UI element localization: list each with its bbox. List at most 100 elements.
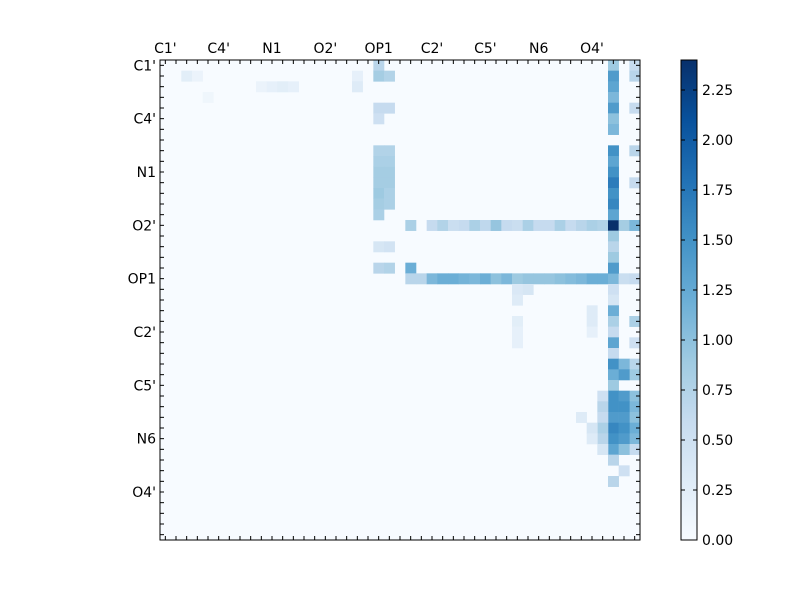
heatmap-cell	[629, 102, 641, 114]
heatmap-cell	[608, 124, 619, 135]
heatmap-cell	[458, 273, 470, 285]
heatmap-cell	[608, 444, 619, 455]
heatmap-cell	[490, 220, 502, 231]
heatmap-cell	[512, 316, 523, 327]
heatmap-cell	[586, 422, 598, 434]
heatmap-cell	[608, 177, 619, 189]
heatmap-cell	[608, 156, 619, 167]
heatmap-cell	[469, 273, 481, 285]
heatmap-cell	[608, 422, 619, 434]
heatmap-cell	[373, 60, 385, 71]
heatmap-cell	[384, 241, 395, 253]
heatmap-cell	[565, 273, 577, 285]
colorbar-tick-label: 1.75	[702, 183, 733, 199]
heatmap-cell	[554, 220, 566, 231]
heatmap-cell	[512, 273, 523, 285]
heatmap-cell	[373, 209, 385, 221]
colorbar-tick-label: 1.25	[702, 283, 733, 299]
heatmap-cell	[181, 70, 193, 82]
heatmap-cell	[608, 476, 619, 487]
heatmap-cell	[629, 390, 641, 402]
heatmap-cell	[373, 188, 385, 199]
heatmap-cell	[501, 273, 513, 285]
heatmap-cell	[608, 337, 619, 349]
y-tick-label: OP1	[128, 272, 156, 288]
heatmap-cell	[629, 422, 641, 434]
x-tick-label: N6	[529, 41, 548, 57]
heatmap-cell	[629, 401, 641, 413]
heatmap-cell	[565, 220, 577, 231]
heatmap-cell	[373, 166, 385, 178]
heatmap-cell	[501, 220, 513, 231]
y-tick-label: C4'	[133, 112, 156, 128]
x-tick-label: OP1	[364, 41, 392, 57]
heatmap-cell	[533, 220, 545, 231]
heatmap-cell	[608, 92, 619, 103]
heatmap-cell	[384, 145, 395, 157]
heatmap-cell	[629, 369, 641, 381]
heatmap-cell	[608, 166, 619, 178]
heatmap-cell	[288, 81, 299, 93]
heatmap-cell	[426, 273, 438, 285]
colorbar-tick-label: 1.50	[702, 233, 733, 249]
y-tick-label: O2'	[132, 218, 156, 234]
heatmap-cell	[618, 412, 630, 423]
x-tick-label: N1	[262, 41, 281, 57]
heatmap-cell	[512, 337, 523, 349]
colorbar-tick-label: 1.00	[702, 333, 733, 349]
colorbar-tick-label: 0.75	[702, 383, 733, 399]
colorbar-tick-label: 0.00	[702, 533, 733, 549]
heatmap-cell	[629, 412, 641, 423]
heatmap-cell	[373, 177, 385, 189]
heatmap-cell	[629, 316, 641, 327]
heatmap-cell	[373, 262, 385, 274]
heatmap-cell	[405, 262, 417, 274]
heatmap-cell	[618, 390, 630, 402]
heatmap-cell	[480, 273, 491, 285]
heatmap-cell	[629, 60, 641, 71]
heatmap-cell	[618, 444, 630, 455]
heatmap-cell	[608, 60, 619, 71]
heatmap-cell	[618, 273, 630, 285]
heatmap-cell	[458, 220, 470, 231]
heatmap-cell	[608, 412, 619, 423]
heatmap-cell	[522, 284, 534, 295]
heatmap-cell	[618, 465, 630, 477]
heatmap-cell	[576, 220, 587, 231]
axis-ticks	[160, 60, 640, 540]
heatmap-cell	[277, 81, 289, 93]
heatmap-cell	[608, 454, 619, 466]
colorbar-frame	[680, 59, 698, 541]
heatmap-cell	[373, 241, 385, 253]
x-tick-label: C4'	[207, 41, 230, 57]
colorbar-tick-label: 2.00	[702, 133, 733, 149]
heatmap-cell	[352, 70, 363, 82]
heatmap-cell	[448, 220, 459, 231]
x-tick-label: C2'	[421, 41, 444, 57]
heatmap-cell	[544, 220, 555, 231]
y-tick-label: N6	[137, 432, 156, 448]
heatmap-cell	[608, 369, 619, 381]
heatmap-cell	[544, 273, 555, 285]
heatmap-cell	[608, 209, 619, 221]
heatmap-cell	[469, 220, 481, 231]
heatmap-cell	[608, 113, 619, 125]
heatmap-cell	[384, 70, 395, 82]
heatmap-cell	[586, 326, 598, 338]
heatmap-cell	[608, 316, 619, 327]
heatmap-cell	[256, 81, 267, 93]
heatmap-cell	[512, 220, 523, 231]
heatmap-cell	[405, 273, 417, 285]
y-tick-labels: C1' C4' N1 O2' OP1 C2' C5' N6 O4'	[128, 58, 156, 501]
colorbar-tick-label: 0.50	[702, 433, 733, 449]
heatmap-cell	[618, 433, 630, 445]
heatmap-cell	[608, 433, 619, 445]
y-tick-label: C2'	[133, 325, 156, 341]
heatmap-cell	[629, 358, 641, 370]
heatmap-cell	[618, 422, 630, 434]
heatmap-cell	[597, 273, 609, 285]
heatmap-cell	[373, 70, 385, 82]
heatmap-cell	[512, 294, 523, 306]
heatmap-cell	[608, 401, 619, 413]
heatmap-cell	[608, 348, 619, 359]
